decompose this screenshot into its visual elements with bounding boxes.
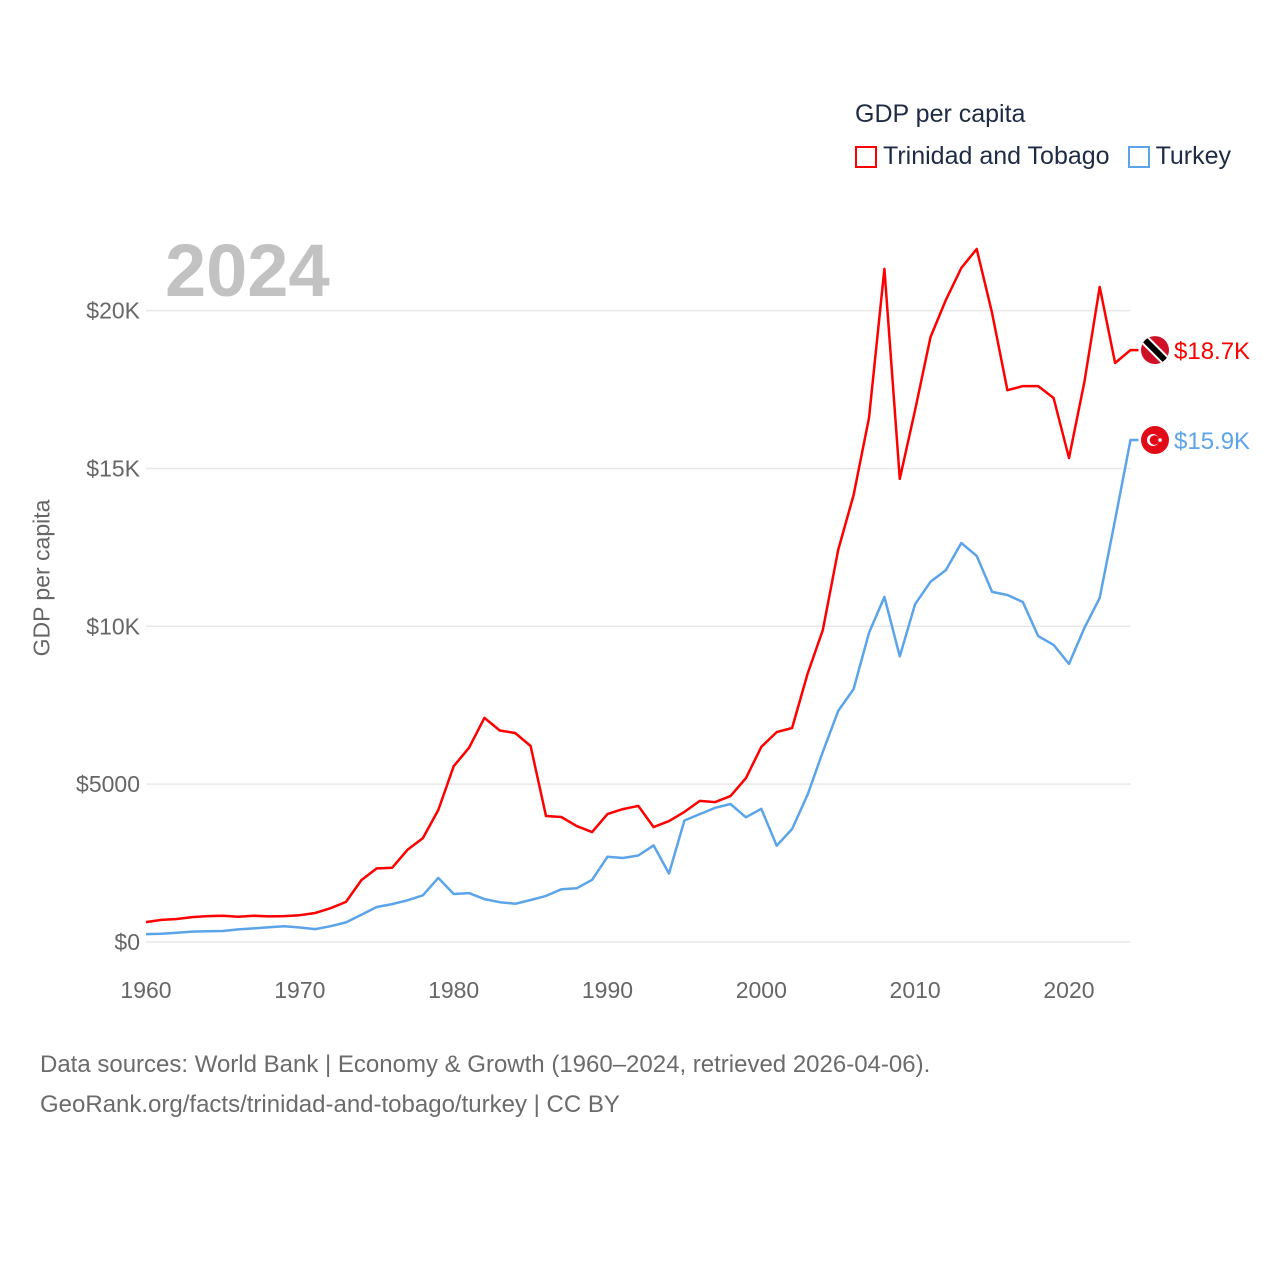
legend-label: Trinidad and Tobago	[883, 142, 1110, 170]
y-tick-label: $15K	[86, 455, 140, 481]
source-text: Data sources: World Bank | Economy & Gro…	[40, 1051, 931, 1078]
legend-label: Turkey	[1155, 142, 1232, 170]
attribution-link[interactable]: GeoRank.org/facts/trinidad-and-tobago/tu…	[40, 1091, 620, 1118]
y-tick-label: $20K	[86, 298, 140, 324]
legend-swatch	[855, 145, 877, 168]
legend: Trinidad and Tobago Turkey	[855, 142, 1231, 171]
end-value-label: $18.7K	[1174, 338, 1250, 365]
legend-title: GDP per capita	[855, 100, 1026, 128]
x-tick-label: 1990	[582, 977, 633, 1003]
x-tick-label: 2010	[890, 977, 941, 1003]
trinidad-and-tobago-flag-icon	[1141, 336, 1169, 365]
legend-item-turkey[interactable]: Turkey	[1127, 142, 1232, 171]
series-line-turkey	[145, 438, 1139, 936]
x-tick-label: 2000	[736, 977, 787, 1003]
x-tick-label: 1980	[428, 977, 479, 1003]
x-tick-label: 1970	[274, 977, 325, 1003]
legend-swatch	[1127, 145, 1150, 168]
end-value-label: $15.9K	[1174, 428, 1250, 455]
y-tick-label: $5000	[76, 771, 140, 797]
y-tick-label: $10K	[86, 613, 140, 639]
x-tick-label: 1960	[120, 977, 171, 1003]
y-tick-label: $0	[114, 929, 140, 955]
year-label: 2024	[165, 229, 330, 312]
turkey-flag-icon	[1141, 426, 1169, 455]
x-tick-label: 2020	[1043, 977, 1094, 1003]
series-line-trinidad-and-tobago	[145, 247, 1139, 924]
y-axis-label: GDP per capita	[28, 499, 55, 657]
footer: Data sources: World Bank | Economy & Gro…	[40, 1045, 930, 1125]
legend-item-trinidad[interactable]: Trinidad and Tobago	[855, 142, 1110, 171]
